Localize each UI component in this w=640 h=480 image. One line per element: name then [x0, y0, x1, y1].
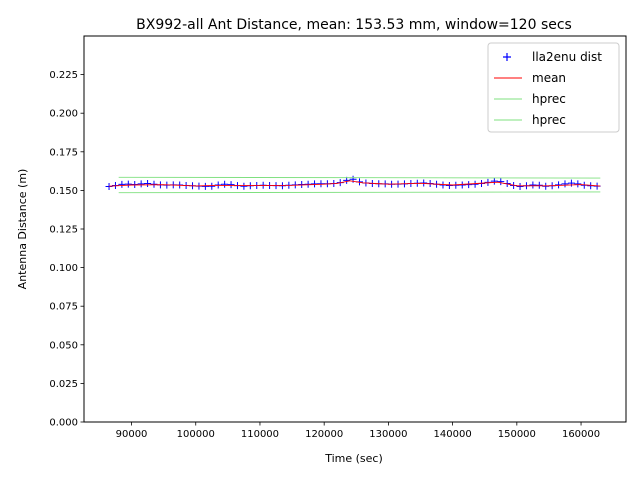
data-point: [529, 181, 537, 189]
y-axis-title: Antenna Distance (m): [16, 169, 29, 290]
y-axis: 0.000 0.025 0.050 0.075 0.100 0.125 0.150 0.175…: [49, 70, 84, 429]
data-point: [445, 181, 453, 189]
data-point: [535, 181, 543, 189]
series-line-mean: [109, 180, 601, 187]
plot-data: [105, 175, 601, 194]
data-point: [490, 177, 498, 185]
y-tick-label: 0.000: [49, 418, 78, 429]
y-tick-label: 0.075: [49, 302, 78, 313]
x-tick-label: 120000: [305, 429, 343, 440]
data-point: [208, 182, 216, 190]
data-point: [240, 182, 248, 190]
x-axis: 90000 100000 110000 120000 130000 140000 15000…: [116, 422, 600, 440]
legend-label: lla2enu dist: [532, 50, 602, 64]
y-tick-label: 0.125: [49, 225, 78, 236]
data-point: [561, 180, 569, 188]
legend-label: mean: [532, 71, 566, 85]
data-point: [227, 181, 235, 189]
legend-label: hprec: [532, 92, 566, 106]
data-point: [124, 180, 132, 188]
data-point: [574, 180, 582, 188]
x-tick-label: 130000: [369, 429, 407, 440]
series-line-hprec: [118, 176, 601, 179]
y-tick-label: 0.050: [49, 340, 78, 351]
y-tick-label: 0.100: [49, 263, 78, 274]
legend-box: [487, 42, 620, 133]
data-point: [465, 181, 473, 189]
legend-label: hprec: [532, 113, 566, 127]
y-tick-label: 0.175: [49, 147, 78, 158]
data-point: [201, 182, 209, 190]
data-point: [497, 178, 505, 186]
data-point: [458, 181, 466, 189]
data-point: [214, 181, 222, 189]
data-point: [118, 180, 126, 188]
data-point: [150, 180, 158, 188]
data-point: [304, 180, 312, 188]
x-tick-label: 150000: [498, 429, 536, 440]
series-line-hprec: [118, 191, 601, 194]
data-point: [144, 179, 152, 187]
x-tick-label: 110000: [241, 429, 279, 440]
y-tick-label: 0.200: [49, 109, 78, 120]
data-point: [567, 179, 575, 187]
chart-title: BX992-all Ant Distance, mean: 153.53 mm,…: [136, 17, 572, 33]
legend: lla2enu dist mean hprec hprec: [487, 42, 620, 133]
data-point: [311, 180, 319, 188]
y-tick-label: 0.225: [49, 70, 78, 81]
x-tick-label: 100000: [177, 429, 215, 440]
data-point: [542, 182, 550, 190]
y-tick-label: 0.025: [49, 379, 78, 390]
data-point: [137, 180, 145, 188]
legend-marker-plus: [503, 53, 511, 61]
y-tick-label: 0.150: [49, 186, 78, 197]
x-tick-label: 90000: [116, 429, 148, 440]
x-tick-label: 140000: [434, 429, 472, 440]
x-tick-label: 160000: [562, 429, 600, 440]
data-point: [516, 183, 524, 191]
data-point: [471, 180, 479, 188]
data-point: [221, 180, 229, 188]
x-axis-title: Time (sec): [324, 452, 383, 465]
data-point: [317, 180, 325, 188]
data-point: [555, 181, 563, 189]
